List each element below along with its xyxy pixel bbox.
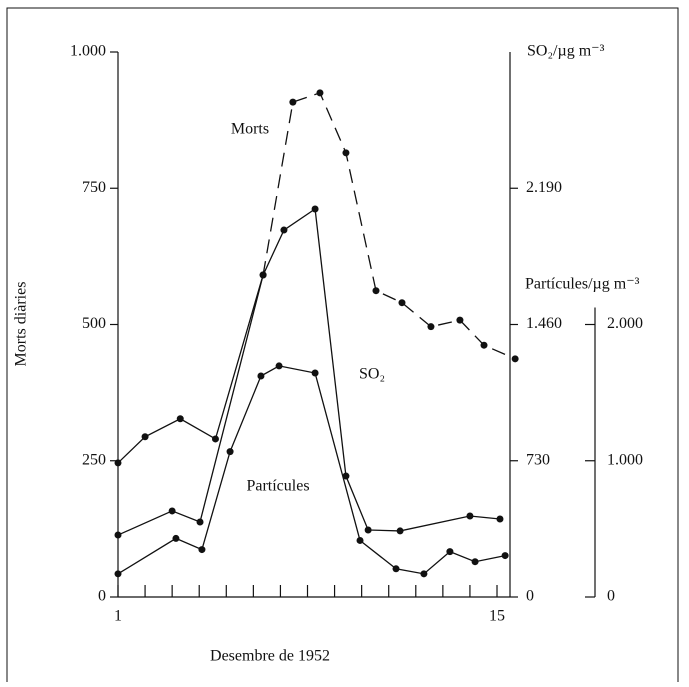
data-point (316, 89, 324, 97)
data-point (141, 433, 149, 441)
data-point (289, 98, 297, 106)
y3-tick-label: 0 (607, 588, 615, 605)
y-tick-label: 750 (82, 179, 106, 196)
y-axis-title: Morts diàries (13, 282, 30, 367)
y2-tick-label: 1.460 (526, 315, 562, 332)
data-point (471, 558, 479, 566)
y3-tick-label: 1.000 (607, 451, 643, 468)
data-point (427, 323, 435, 331)
data-point (398, 299, 406, 307)
data-point (211, 435, 219, 443)
series-line (117, 365, 506, 575)
y-tick-label: 1.000 (70, 43, 106, 60)
x-tick-label: 15 (489, 608, 505, 625)
data-point (364, 526, 372, 534)
data-point (372, 287, 380, 295)
data-point (114, 459, 122, 467)
data-point (480, 341, 488, 349)
data-point (114, 531, 122, 539)
data-point (259, 271, 267, 279)
data-point (168, 507, 176, 515)
y2-tick-label: 730 (526, 451, 550, 468)
y2-tick-label: 0 (526, 588, 534, 605)
data-point (511, 355, 519, 363)
data-point (275, 362, 283, 370)
y-tick-label: 500 (82, 315, 106, 332)
y3-tick-label: 2.000 (607, 315, 643, 332)
data-point (496, 515, 504, 523)
y-tick-label: 250 (82, 451, 106, 468)
data-point (342, 472, 350, 480)
data-point (392, 565, 400, 573)
data-point (311, 205, 319, 213)
data-point (501, 552, 509, 560)
y2-axis-title: SO₂/µg m⁻³ (527, 43, 605, 60)
x-axis-title: Desembre de 1952 (210, 648, 330, 665)
data-point (396, 527, 404, 535)
series-label: Partícules (246, 478, 309, 495)
data-point (342, 149, 350, 157)
data-point (420, 570, 428, 578)
data-point (257, 372, 265, 380)
data-point (172, 534, 180, 542)
data-point (456, 316, 464, 324)
data-point (466, 512, 474, 520)
data-point (446, 548, 454, 556)
data-point (226, 448, 234, 456)
frame (6, 7, 679, 687)
data-point (198, 546, 206, 554)
data-point (114, 570, 122, 578)
y2-tick-label: 2.190 (526, 179, 562, 196)
y-tick-label: 0 (98, 588, 106, 605)
data-point (196, 518, 204, 526)
series-line (262, 92, 516, 360)
y3-axis-title: Partícules/µg m⁻³ (525, 276, 640, 293)
data-point (176, 415, 184, 423)
x-tick-label: 1 (114, 608, 122, 625)
series-label: SO₂ (359, 366, 385, 383)
data-point (356, 536, 364, 544)
series-label: Morts (231, 121, 269, 138)
data-point (280, 226, 288, 234)
data-point (311, 369, 319, 377)
series-line (117, 274, 264, 464)
